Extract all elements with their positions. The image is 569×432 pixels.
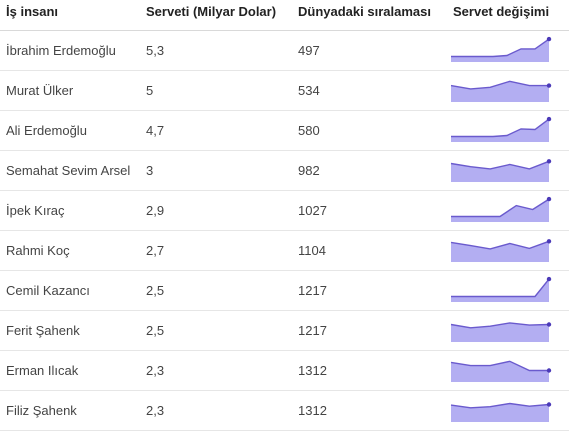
sparkline-chart: [450, 239, 552, 262]
table-row: Ferit Şahenk 2,5 1217: [0, 310, 569, 351]
sparkline-line: [450, 80, 549, 90]
sparkline-chart: [450, 159, 552, 182]
sparkline-end-point: [546, 402, 552, 407]
table-row: Cemil Kazancı 2,5 1217: [0, 270, 569, 311]
cell-wealth: 5,3: [140, 30, 292, 71]
cell-rank: 497: [292, 30, 447, 71]
sparkline-area: [451, 279, 549, 302]
cell-rank: 1217: [292, 270, 447, 311]
sparkline-chart: [451, 196, 552, 222]
sparkline-line: [450, 160, 550, 170]
cell-name: Cemil Kazancı: [0, 270, 140, 311]
cell-name: Filiz Şahenk: [0, 390, 140, 431]
cell-name: Ali Erdemoğlu: [0, 110, 140, 151]
sparkline-area: [451, 199, 549, 222]
table-body: İbrahim Erdemoğlu 5,3 497 Murat Ülker 5 534 Al…: [0, 30, 569, 431]
table-row: Murat Ülker 5 534: [0, 70, 569, 111]
sparkline-end-point: [546, 116, 552, 122]
cell-rank: 1312: [292, 390, 447, 431]
header-rank[interactable]: Dünyadaki sıralaması: [292, 0, 447, 31]
sparkline-end-point: [546, 159, 552, 164]
cell-sparkline: [447, 390, 569, 431]
sparkline-area: [451, 119, 549, 142]
sparkline-chart: [450, 360, 552, 382]
header-trend[interactable]: Servet değişimi: [447, 0, 569, 31]
cell-name: Rahmi Koç: [0, 230, 140, 271]
table-row: Erman Ilıcak 2,3 1312: [0, 350, 569, 391]
cell-sparkline: [447, 110, 569, 151]
sparkline-end-point: [546, 36, 552, 42]
cell-wealth: 2,3: [140, 390, 292, 431]
cell-sparkline: [447, 190, 569, 231]
cell-sparkline: [447, 150, 569, 191]
header-wealth[interactable]: Serveti (Milyar Dolar): [140, 0, 292, 31]
sparkline-line: [450, 322, 550, 329]
sparkline-area: [451, 361, 549, 382]
table-row: Rahmi Koç 2,7 1104: [0, 230, 569, 271]
cell-rank: 1027: [292, 190, 447, 231]
cell-rank: 534: [292, 70, 447, 111]
cell-sparkline: [447, 350, 569, 391]
cell-rank: 982: [292, 150, 447, 191]
cell-sparkline: [447, 70, 569, 111]
sparkline-end-point: [546, 239, 552, 244]
cell-wealth: 2,9: [140, 190, 292, 231]
sparkline-line: [450, 402, 550, 409]
sparkline-end-point: [546, 322, 552, 327]
sparkline-line: [451, 198, 550, 218]
sparkline-area: [451, 161, 549, 182]
sparkline-area: [451, 81, 549, 102]
sparkline-line: [451, 38, 550, 58]
sparkline-line: [450, 360, 549, 372]
header-name[interactable]: İş insanı: [0, 0, 140, 31]
cell-name: Murat Ülker: [0, 70, 140, 111]
cell-sparkline: [447, 270, 569, 311]
cell-sparkline: [447, 30, 569, 71]
cell-name: İbrahim Erdemoğlu: [0, 30, 140, 71]
cell-name: İpek Kıraç: [0, 190, 140, 231]
table-row: Ali Erdemoğlu 4,7 580: [0, 110, 569, 151]
cell-sparkline: [447, 230, 569, 271]
cell-wealth: 2,7: [140, 230, 292, 271]
sparkline-end-point: [546, 276, 552, 282]
cell-name: Ferit Şahenk: [0, 310, 140, 351]
cell-rank: 1217: [292, 310, 447, 351]
cell-wealth: 2,3: [140, 350, 292, 391]
sparkline-end-point: [546, 83, 552, 88]
sparkline-chart: [450, 80, 552, 102]
sparkline-line: [450, 240, 550, 250]
cell-rank: 580: [292, 110, 447, 151]
cell-rank: 1104: [292, 230, 447, 271]
table-row: Filiz Şahenk 2,3 1312: [0, 390, 569, 431]
table-row: Semahat Sevim Arsel 3 982: [0, 150, 569, 191]
cell-rank: 1312: [292, 350, 447, 391]
cell-name: Erman Ilıcak: [0, 350, 140, 391]
sparkline-line: [451, 278, 550, 298]
sparkline-chart: [451, 36, 552, 62]
sparkline-chart: [451, 116, 552, 142]
cell-wealth: 4,7: [140, 110, 292, 151]
cell-wealth: 2,5: [140, 270, 292, 311]
table-row: İbrahim Erdemoğlu 5,3 497: [0, 30, 569, 71]
sparkline-chart: [451, 276, 552, 302]
sparkline-line: [451, 118, 550, 138]
sparkline-end-point: [546, 196, 552, 202]
cell-wealth: 3: [140, 150, 292, 191]
sparkline-chart: [450, 402, 552, 422]
cell-wealth: 2,5: [140, 310, 292, 351]
cell-wealth: 5: [140, 70, 292, 111]
sparkline-area: [451, 39, 549, 62]
sparkline-area: [451, 322, 549, 342]
sparkline-chart: [450, 322, 552, 342]
cell-name: Semahat Sevim Arsel: [0, 150, 140, 191]
sparkline-end-point: [546, 368, 552, 373]
table-row: İpek Kıraç 2,9 1027: [0, 190, 569, 231]
header-row: İş insanı Serveti (Milyar Dolar) Dünyada…: [0, 0, 569, 31]
cell-sparkline: [447, 310, 569, 351]
